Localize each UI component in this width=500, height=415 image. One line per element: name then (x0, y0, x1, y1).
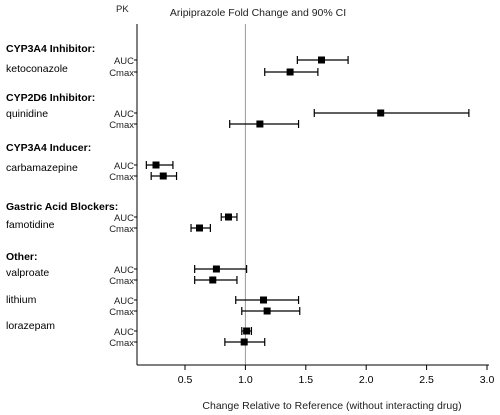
chart-title: Aripiprazole Fold Change and 90% CI (170, 7, 346, 19)
pk-label: AUC (114, 265, 134, 276)
pk-label: Cmax (109, 276, 134, 287)
drug-label: lithium (6, 294, 37, 306)
drug-label: carbamazepine (6, 162, 78, 174)
pk-label: Cmax (109, 338, 134, 349)
pk-label: AUC (114, 327, 134, 338)
pk-label: AUC (114, 109, 134, 120)
pk-label: Cmax (109, 307, 134, 318)
point-estimate (212, 265, 220, 273)
pk-label: AUC (114, 56, 134, 67)
x-axis-label: Change Relative to Reference (without in… (202, 400, 461, 412)
x-tick-label: 3.0 (480, 374, 495, 386)
point-estimate (263, 307, 271, 315)
pk-label: Cmax (109, 172, 134, 183)
drug-label: famotidine (6, 219, 55, 231)
pk-label: Cmax (109, 68, 134, 79)
drug-label: quinidine (6, 108, 48, 120)
point-estimate (159, 172, 167, 180)
point-estimate (256, 120, 264, 128)
point-estimate (318, 56, 326, 64)
pk-label: AUC (114, 213, 134, 224)
point-estimate (195, 224, 203, 232)
pk-label: AUC (114, 161, 134, 172)
x-tick-label: 0.5 (178, 374, 193, 386)
pk-label: Cmax (109, 120, 134, 131)
x-tick-label: 2.5 (419, 374, 434, 386)
group-label: CYP3A4 Inducer: (6, 142, 91, 154)
point-estimate (209, 276, 217, 284)
point-estimate (224, 213, 232, 221)
x-tick-label: 2.0 (359, 374, 374, 386)
x-tick-label: 1.5 (298, 374, 313, 386)
pk-label: Cmax (109, 224, 134, 235)
drug-label: valproate (6, 267, 49, 279)
point-estimate (377, 109, 385, 117)
point-estimate (286, 68, 294, 76)
group-label: CYP2D6 Inhibitor: (6, 92, 95, 104)
pk-label: AUC (114, 296, 134, 307)
group-label: CYP3A4 Inhibitor: (6, 43, 95, 55)
point-estimate (260, 296, 268, 304)
pk-column-header: PK (116, 4, 129, 15)
point-estimate (240, 338, 248, 346)
drug-label: ketoconazole (6, 63, 68, 75)
group-label: Gastric Acid Blockers: (6, 201, 118, 213)
point-estimate (152, 161, 160, 169)
point-estimate (243, 327, 251, 335)
group-label: Other: (6, 251, 38, 263)
drug-label: lorazepam (6, 320, 55, 332)
x-tick-label: 1.0 (238, 374, 253, 386)
